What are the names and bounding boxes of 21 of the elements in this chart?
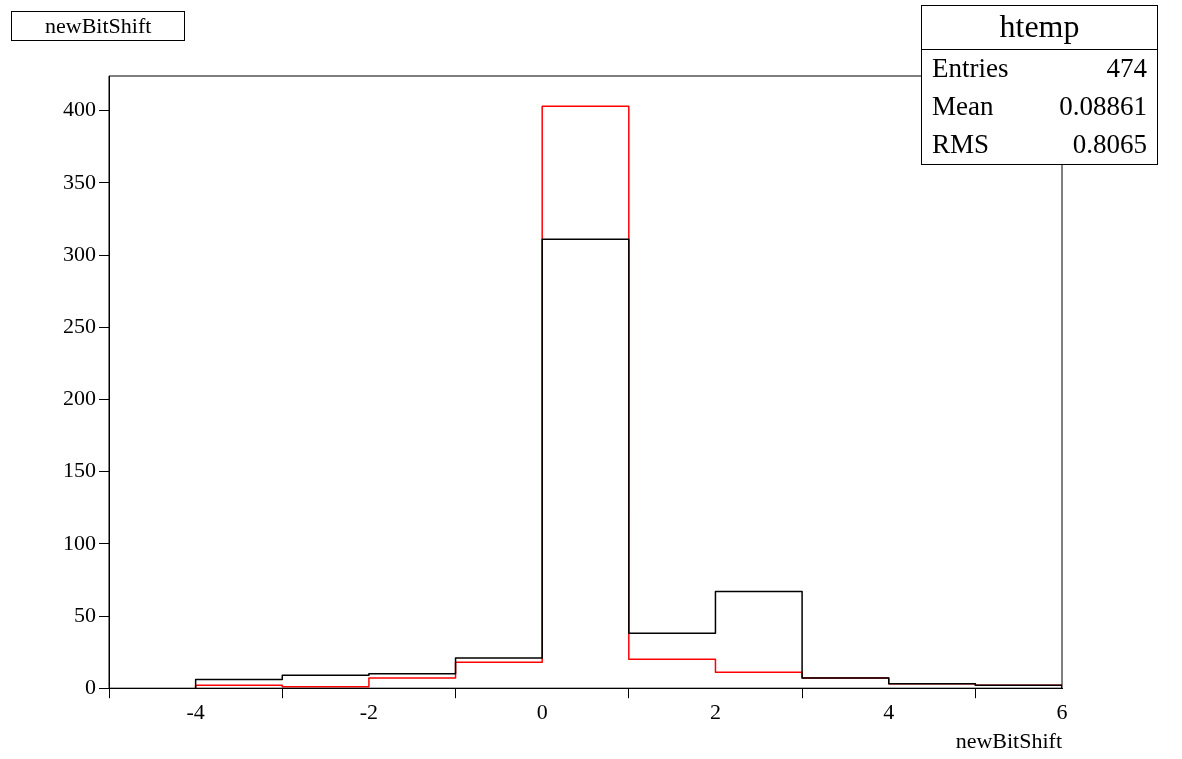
y-tick-label: 50 <box>74 601 96 627</box>
x-tick-label: 2 <box>709 699 721 725</box>
y-tick-label: 100 <box>63 529 96 555</box>
text: htemp <box>922 6 1157 50</box>
y-tick-label: 300 <box>63 240 96 266</box>
x-tick-label: -4 <box>186 699 205 725</box>
x-tick-label: 4 <box>883 699 895 725</box>
y-tick-label: 200 <box>63 385 96 411</box>
chart-title: newBitShift <box>11 11 186 41</box>
y-tick-label: 350 <box>63 168 96 194</box>
text: Entries 474 <box>932 53 1147 83</box>
x-tick-label: -2 <box>359 699 379 725</box>
y-tick-label: 250 <box>63 313 96 339</box>
x-tick-label: 6 <box>1056 699 1068 725</box>
y-tick-label: 150 <box>63 457 96 483</box>
text: Mean 0.08861 <box>932 91 1147 121</box>
y-tick-label: 0 <box>85 673 96 699</box>
x-axis-title: newBitShift <box>955 727 1062 753</box>
y-tick-label: 400 <box>63 96 96 122</box>
x-tick-label: 0 <box>536 699 548 725</box>
text: RMS 0.8065 <box>932 129 1147 159</box>
